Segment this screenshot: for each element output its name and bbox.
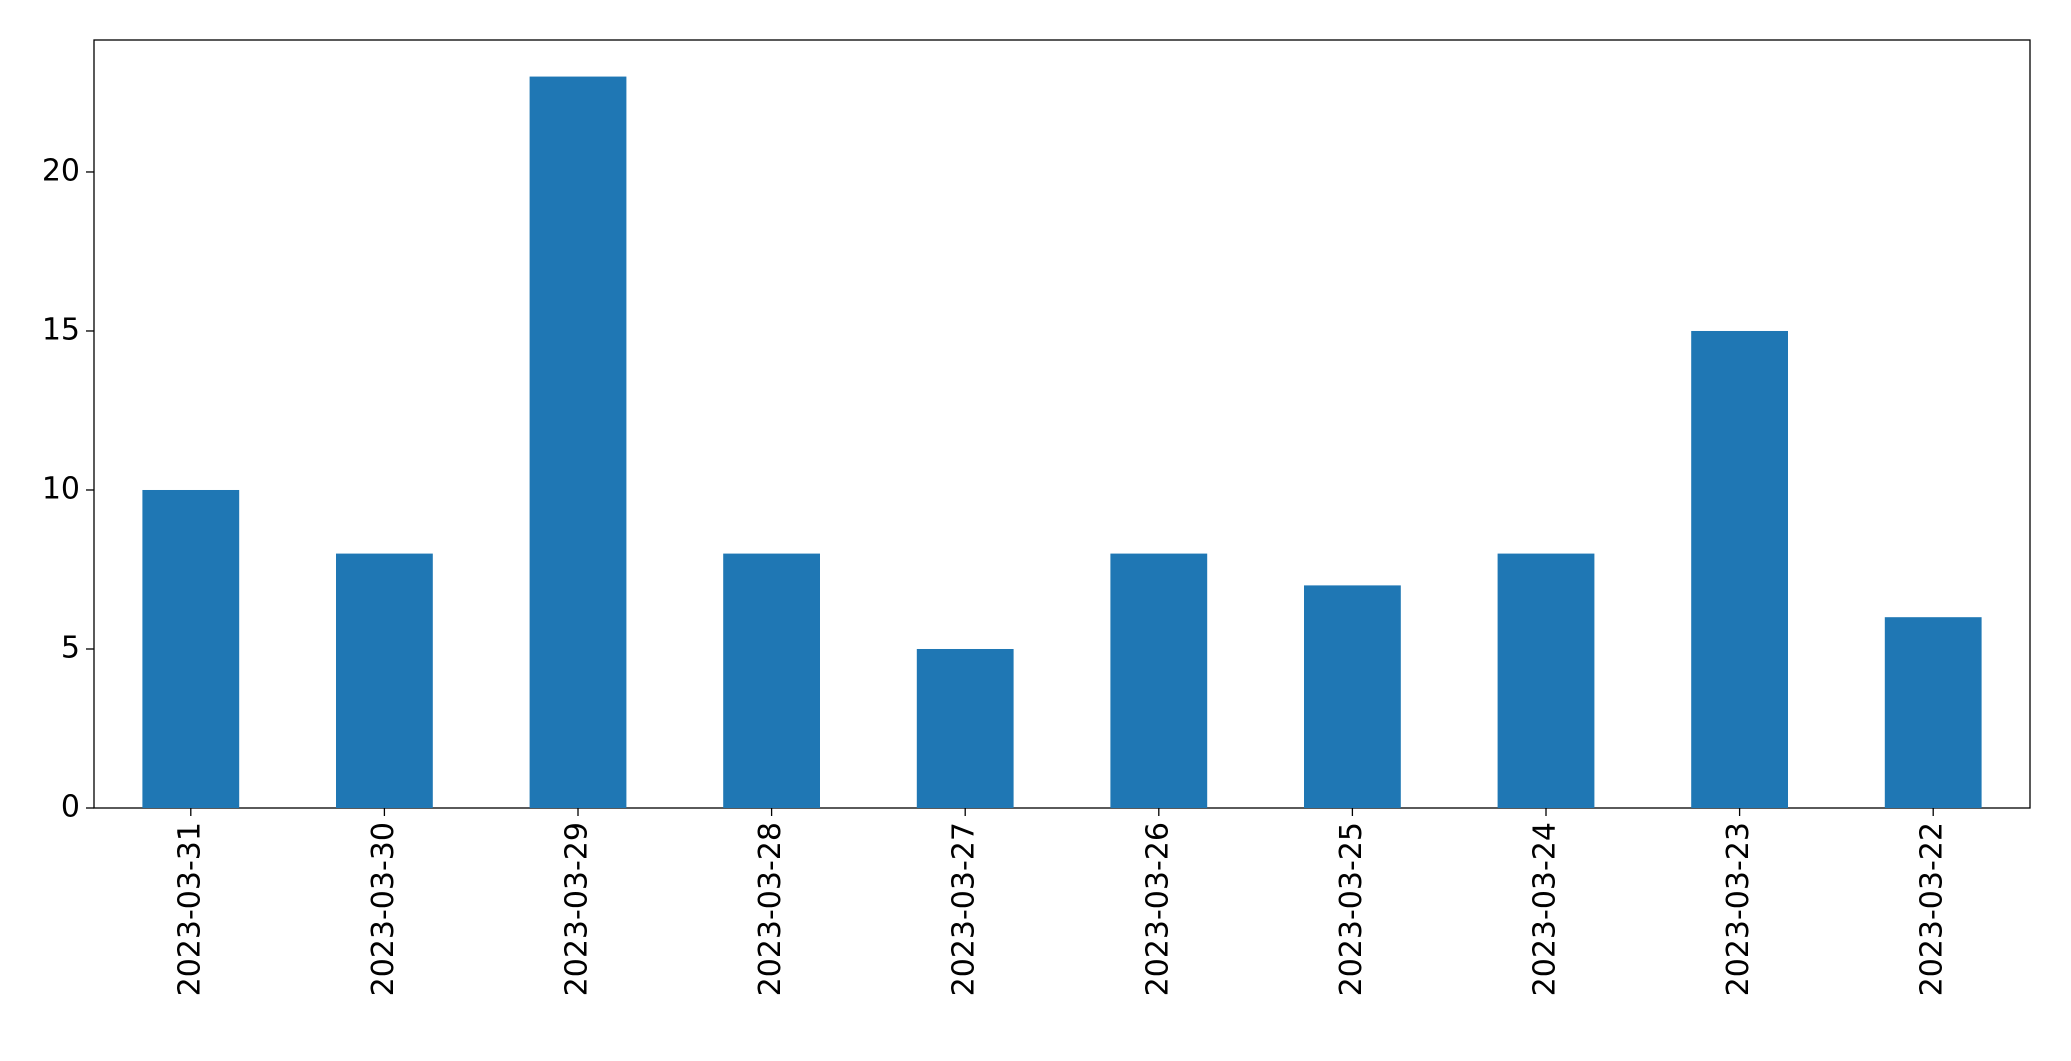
x-tick-label: 2023-03-29 (560, 822, 595, 996)
y-tick-label: 5 (61, 630, 80, 665)
bar (1497, 553, 1595, 808)
plot-frame (93, 39, 2031, 809)
x-tick-label: 2023-03-27 (947, 822, 982, 996)
bar (1691, 330, 1788, 808)
x-tick-label: 2023-03-23 (1721, 822, 1756, 996)
bar (1110, 553, 1208, 808)
bar (723, 553, 820, 808)
y-tick-label: 10 (42, 471, 80, 506)
x-tick-label: 2023-03-26 (1140, 822, 1175, 996)
bar (142, 489, 240, 808)
x-tick-label: 2023-03-30 (366, 822, 401, 996)
bar (1884, 617, 1982, 808)
bar (336, 553, 433, 808)
x-tick-label: 2023-03-22 (1915, 822, 1950, 996)
bar (1304, 585, 1401, 808)
y-tick-label: 20 (42, 153, 80, 188)
bar (529, 76, 627, 809)
x-tick-label: 2023-03-24 (1528, 822, 1563, 996)
y-tick-label: 15 (42, 312, 80, 347)
bar (916, 648, 1014, 808)
x-tick-label: 2023-03-25 (1334, 822, 1369, 996)
y-tick-label: 0 (61, 790, 80, 825)
x-tick-label: 2023-03-31 (172, 822, 207, 996)
x-tick-label: 2023-03-28 (753, 822, 788, 996)
